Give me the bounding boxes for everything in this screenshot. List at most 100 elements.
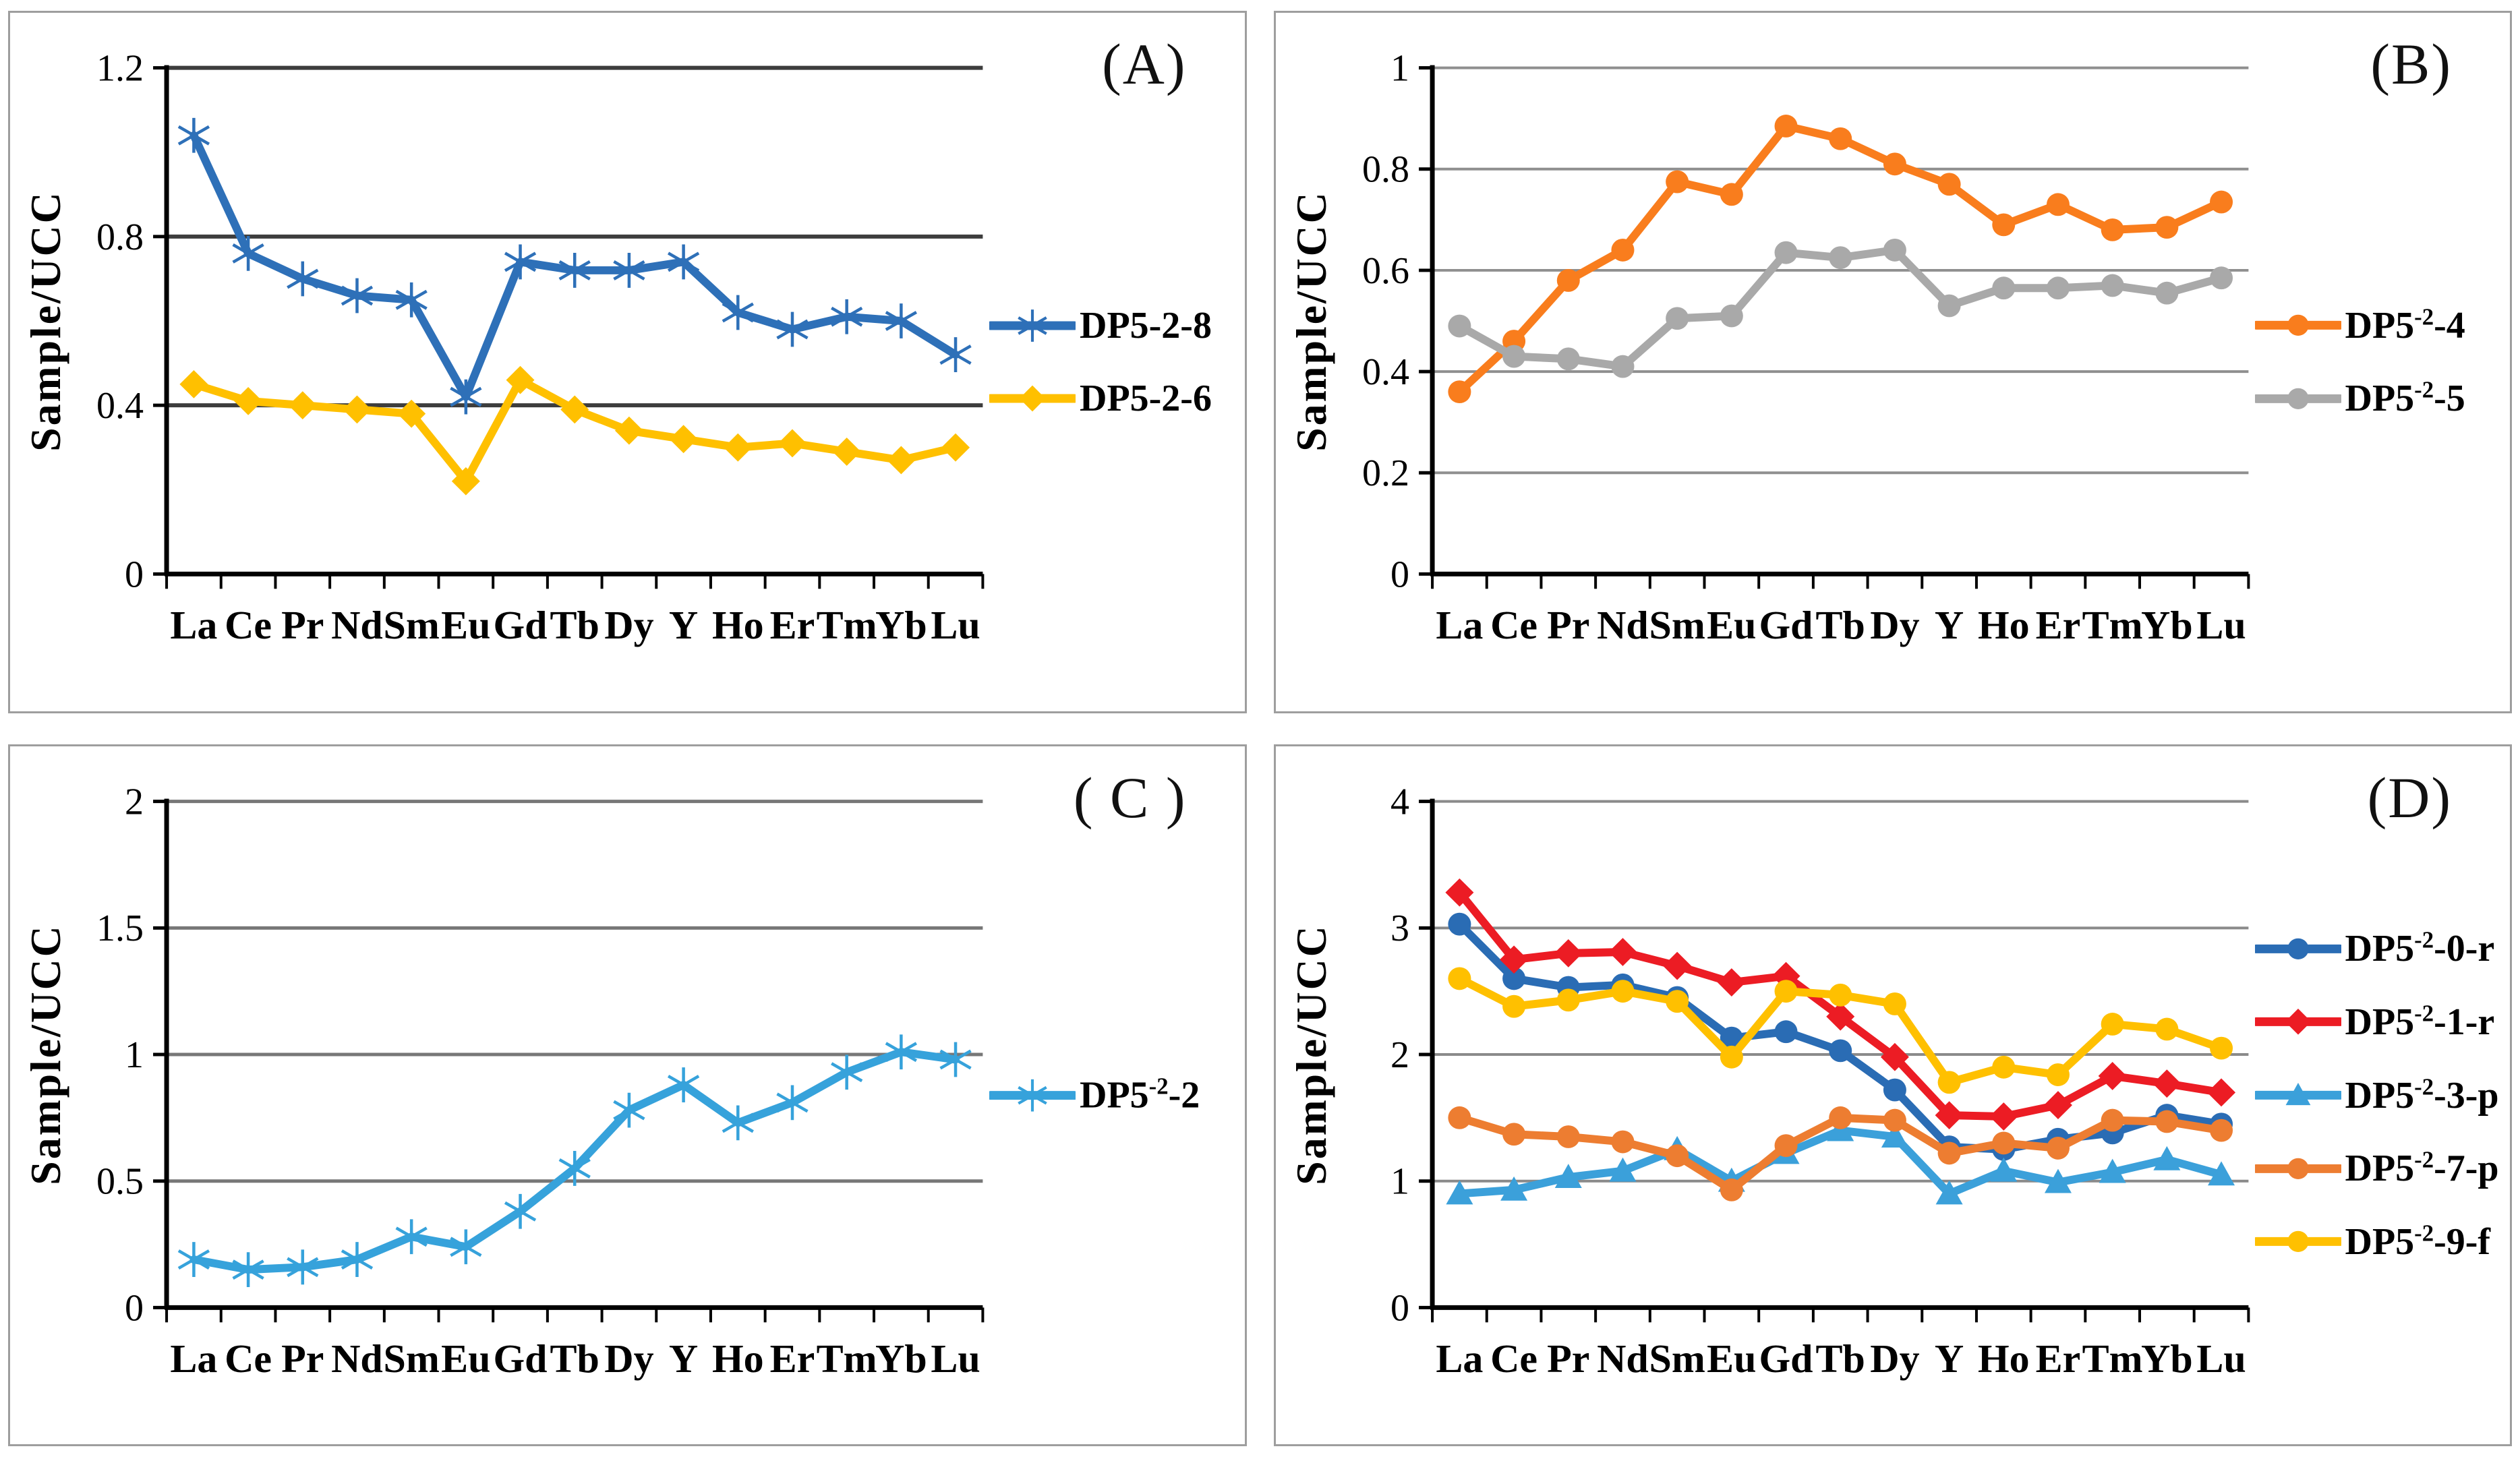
star-marker: [177, 1241, 210, 1277]
star-marker: [287, 1249, 319, 1284]
y-tick-label: 1: [1390, 1160, 1409, 1202]
circle-marker: [1665, 170, 1689, 194]
diamond-marker: [560, 395, 589, 424]
x-category-label: Ce: [225, 1336, 272, 1381]
legend-item-dp5-5: DP5-2-5: [2254, 377, 2465, 421]
y-tick-label: 0: [125, 1287, 144, 1329]
circle-marker: [2046, 193, 2070, 216]
y-tick-labels: 0 0.2 0.4 0.6 0.8 1: [1362, 48, 1409, 596]
legend-item-dp5-0-r: DP5-2-0-r: [2254, 927, 2499, 971]
triangle-marker: [2285, 1082, 2310, 1105]
circle-marker: [1556, 347, 1580, 371]
x-category-label: Eu: [1707, 1336, 1756, 1381]
legend-c: DP5-2-2: [989, 1073, 1200, 1117]
circle-marker: [1883, 152, 1906, 176]
triangle-marker: [1989, 1157, 2017, 1182]
star-marker: [939, 1042, 972, 1077]
star-marker: [831, 299, 863, 334]
star-marker: [667, 1067, 700, 1102]
star-marker: [776, 311, 809, 347]
y-tick-label: 3: [1390, 908, 1409, 949]
circle-marker: [2287, 1230, 2309, 1253]
legend-item-dp5-2: DP5-2-2: [989, 1073, 1200, 1117]
star-marker: [831, 1054, 863, 1090]
circle-marker: [2046, 1136, 2070, 1160]
y-tick-label: 1.5: [96, 908, 144, 949]
x-category-label: Er: [2035, 603, 2080, 647]
circle-marker: [1447, 1106, 1471, 1129]
x-category-label: La: [170, 1336, 217, 1381]
circle-marker: [2155, 281, 2178, 305]
x-category-label: Tm: [817, 1336, 877, 1381]
circle-marker: [1774, 1019, 1798, 1043]
y-tick-labels: 0 0.4 0.8 1.2: [96, 48, 144, 596]
triangle-marker: [1500, 1176, 1527, 1201]
x-category-label: Gd: [494, 1336, 548, 1381]
gridlines: [1432, 66, 2248, 475]
x-category-label: Y: [669, 1336, 698, 1381]
panel-d: 0 1 2 3 4 La Ce Pr Nd Sm Eu Gd Tb Dy Y Ho Er Tm Yb Lu Sample…: [1273, 744, 2512, 1446]
y-tick-label: 4: [1390, 781, 1409, 823]
y-tick-label: 0.8: [1362, 149, 1409, 191]
star-marker: [613, 253, 645, 288]
diamond-marker: [832, 438, 861, 466]
legend-item-dp5-1-r: DP5-2-1-r: [2254, 1000, 2499, 1044]
star-marker: [885, 303, 918, 338]
star-marker: [177, 117, 210, 153]
x-category-label: Ce: [1490, 1336, 1537, 1381]
legend-item-dp5-7-p: DP5-2-7-p: [2254, 1147, 2499, 1191]
y-tick-labels: 0 0.5 1 1.5 2: [96, 781, 144, 1329]
circle-marker: [1502, 345, 1525, 368]
star-marker: [450, 1228, 482, 1264]
star-marker: [667, 244, 700, 280]
x-category-label: Yb: [875, 1336, 927, 1381]
diamond-marker: [1019, 385, 1046, 412]
circle-marker: [1447, 912, 1471, 936]
panel-c: 0 0.5 1 1.5 2 La Ce Pr Nd Sm Eu Gd Tb Dy Y Ho Er Tm Yb Lu Sa…: [8, 744, 1247, 1446]
legend-label: DP5-2-1-r: [2345, 1000, 2495, 1043]
x-category-label: Tm: [2082, 603, 2142, 647]
circle-marker: [1610, 238, 1634, 262]
x-category-label: Dy: [604, 603, 653, 647]
circle-marker: [1774, 115, 1798, 138]
circle-marker: [2287, 938, 2309, 959]
diamond-marker: [724, 433, 753, 462]
panel-label-d: (D): [2367, 765, 2452, 830]
circle-marker: [1937, 294, 1961, 318]
diamond-marker: [234, 386, 263, 415]
diamond-marker: [2285, 1009, 2311, 1035]
x-category-label: Ho: [712, 603, 764, 647]
x-category-label: Eu: [1707, 603, 1756, 647]
legend-item-dp5-2-6: DP5-2-6: [989, 377, 1212, 420]
triangle-marker: [1608, 1157, 1636, 1182]
x-category-label: Nd: [1597, 1336, 1649, 1381]
y-tick-label: 0.6: [1362, 250, 1409, 292]
star-marker: [722, 1104, 754, 1140]
star-marker: [722, 295, 754, 330]
panel-label-c: ( C ): [1073, 765, 1187, 830]
legend-label: DP5-2-6: [1080, 377, 1212, 419]
circle-marker: [1828, 983, 1852, 1007]
circle-marker: [1556, 988, 1580, 1011]
diamond-marker: [1662, 951, 1691, 980]
diamond-marker: [2043, 1090, 2072, 1119]
circle-marker: [1610, 979, 1634, 1003]
diamond-marker: [179, 369, 208, 398]
circle-marker: [2287, 388, 2309, 409]
series-DP5-2-6: [179, 365, 970, 496]
y-axis-title: Sample/UCC: [22, 924, 69, 1185]
legend-line-swatch: [2254, 1158, 2341, 1179]
x-category-label: Er: [770, 603, 815, 647]
x-category-label: Ce: [1490, 603, 1537, 647]
x-category-label: Sm: [1649, 603, 1705, 647]
triangle-marker: [1881, 1123, 1908, 1148]
x-category-label: Tb: [550, 1336, 599, 1381]
circle-marker: [2046, 1063, 2070, 1086]
x-category-label: Tm: [817, 603, 877, 647]
x-category-label: Er: [770, 1336, 815, 1381]
